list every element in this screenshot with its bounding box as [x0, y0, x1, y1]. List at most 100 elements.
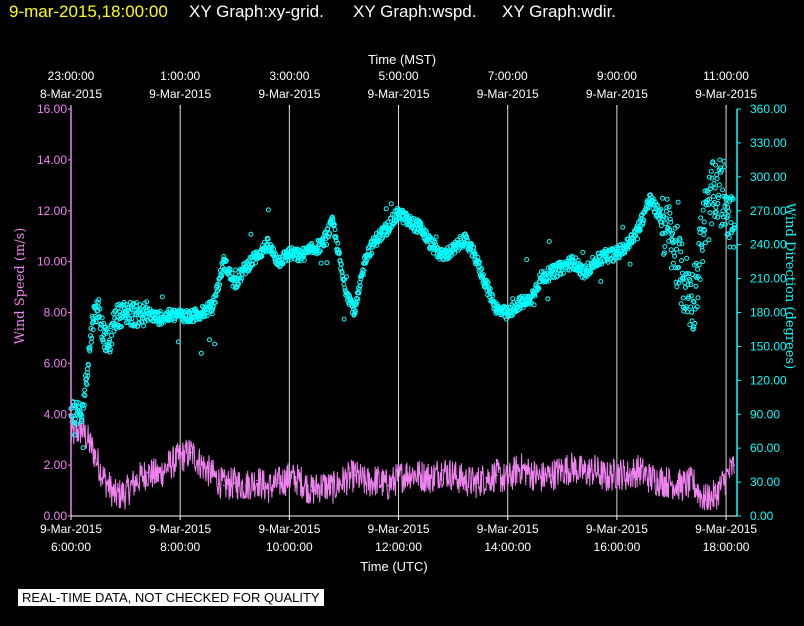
wdir-point — [204, 313, 210, 319]
wspd-point — [397, 477, 400, 479]
top-tick-time: 11:00:00 — [703, 69, 749, 83]
wdir-point — [480, 272, 486, 278]
wdir-point — [69, 419, 75, 425]
wspd-point — [714, 494, 716, 497]
wspd-point — [627, 474, 629, 477]
left-axis-title: Wind Speed (m/s) — [13, 228, 28, 345]
wdir-point — [74, 421, 79, 427]
wdir-anchor-point — [636, 225, 642, 231]
wdir-anchor-point — [275, 259, 281, 265]
top-tick-date: 9-Mar-2015 — [368, 87, 430, 101]
wdir-anchor-point — [625, 242, 631, 248]
wspd-point — [452, 474, 454, 477]
wdir-anchor-point — [232, 281, 238, 287]
left-tick-label: 8.00 — [44, 306, 68, 320]
wdir-point — [391, 217, 397, 223]
wspd-point — [463, 479, 465, 482]
wspd-point — [113, 494, 116, 497]
wspd-point — [157, 474, 160, 477]
wdir-anchor-point — [537, 276, 543, 282]
wdir-anchor-point — [330, 219, 336, 225]
wspd-point — [135, 479, 138, 482]
bottom-tick-time: 16:00:00 — [594, 540, 641, 554]
wdir-point — [700, 207, 706, 213]
wdir-point — [711, 193, 717, 199]
wdir-point — [560, 270, 566, 276]
wdir-point — [697, 277, 703, 282]
wdir-point — [688, 304, 694, 310]
header-graph-3: XY Graph:wdir. — [502, 2, 616, 21]
wdir-point — [253, 260, 258, 266]
wdir-point — [265, 207, 271, 213]
wdir-anchor-point — [712, 185, 718, 191]
wdir-anchor-point — [494, 306, 500, 312]
wdir-anchor-point — [144, 311, 150, 317]
quality-notice: REAL-TIME DATA, NOT CHECKED FOR QUALITY — [18, 589, 324, 606]
wdir-point — [678, 249, 684, 255]
wdir-point — [708, 168, 714, 174]
wdir-point — [301, 257, 307, 263]
wdir-point — [331, 222, 337, 227]
wdir-point — [689, 318, 695, 324]
bottom-tick-time: 14:00:00 — [484, 540, 531, 554]
wdir-point — [210, 307, 216, 312]
wspd-point — [408, 471, 411, 474]
wdir-point — [684, 255, 690, 261]
wspd-point — [637, 469, 640, 472]
wdir-anchor-point — [265, 242, 271, 248]
wdir-point — [93, 303, 99, 309]
wspd-point — [146, 471, 149, 474]
wdir-point — [80, 445, 86, 451]
left-tick-label: 6.00 — [44, 356, 68, 370]
wdir-point — [216, 286, 221, 292]
wdir-point — [709, 175, 715, 181]
wdir-point — [204, 310, 210, 315]
wdir-point — [341, 316, 347, 322]
wdir-point — [711, 181, 717, 186]
wdir-point — [432, 239, 438, 245]
wdir-anchor-point — [166, 313, 172, 319]
wdir-point — [722, 164, 727, 170]
wdir-point — [674, 246, 679, 252]
wdir-point — [545, 296, 551, 302]
wdir-point — [716, 192, 722, 198]
wdir-point — [532, 293, 538, 299]
wdir-point — [81, 405, 86, 411]
wdir-point — [686, 294, 692, 300]
wdir-point — [113, 326, 119, 331]
top-tick-date: 9-Mar-2015 — [477, 87, 539, 101]
wdir-point — [354, 299, 360, 305]
wdir-point — [335, 240, 341, 246]
top-tick-time: 23:00:00 — [48, 69, 95, 83]
wdir-point — [664, 205, 670, 210]
wdir-point — [361, 268, 367, 274]
wdir-point — [687, 322, 693, 328]
wdir-point — [212, 341, 218, 347]
wdir-point — [248, 231, 254, 237]
wdir-point — [717, 157, 723, 163]
wdir-point — [105, 329, 111, 335]
wspd-point — [102, 477, 105, 479]
wdir-point — [611, 258, 617, 264]
wdir-point — [688, 282, 694, 288]
wdir-point — [100, 339, 106, 345]
wdir-anchor-point — [581, 270, 587, 276]
wdir-point — [679, 241, 685, 247]
wspd-point — [430, 477, 433, 479]
bottom-tick-date: 9-Mar-2015 — [368, 522, 430, 536]
right-tick-label: 120.00 — [750, 373, 787, 387]
right-tick-label: 240.00 — [750, 238, 787, 252]
wdir-anchor-point — [723, 196, 729, 202]
wdir-point — [101, 344, 107, 350]
wdir-point — [729, 230, 734, 236]
wdir-anchor-point — [701, 219, 707, 225]
header-date: 9-mar-2015,18:00:00 — [9, 2, 168, 21]
wdir-point — [707, 196, 713, 202]
top-tick-time: 3:00:00 — [269, 69, 309, 83]
wdir-point — [731, 244, 736, 250]
wdir-point — [719, 221, 725, 227]
wdir-point — [239, 272, 245, 278]
wdir-point — [356, 290, 362, 296]
wdir-point — [353, 302, 359, 308]
right-tick-label: 0.00 — [750, 509, 774, 523]
